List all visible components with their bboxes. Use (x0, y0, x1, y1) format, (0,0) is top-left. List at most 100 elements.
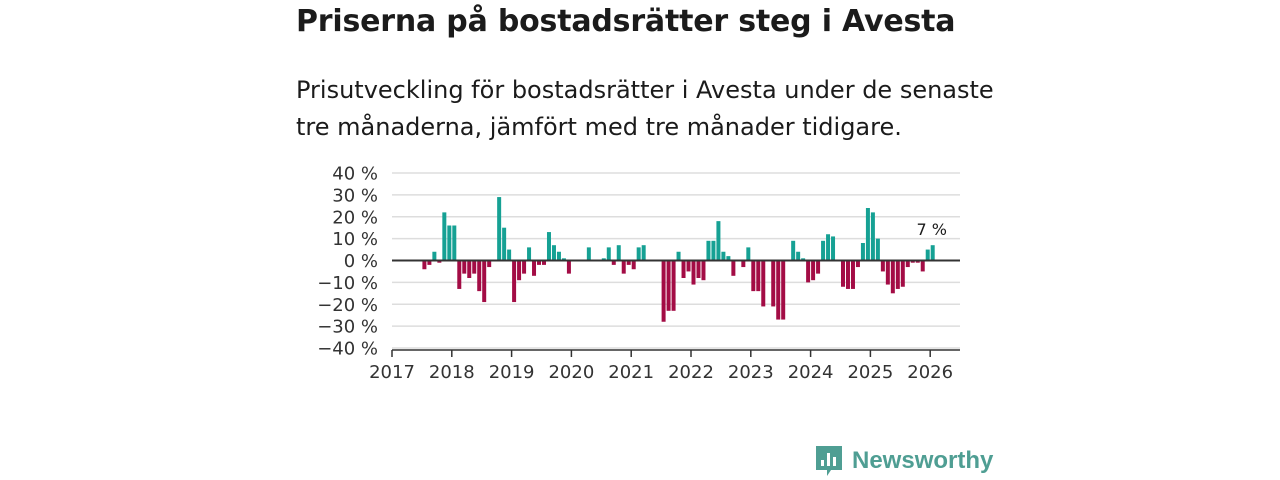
bar (860, 243, 865, 261)
bar (561, 258, 566, 261)
bar (542, 260, 546, 265)
bar (845, 260, 850, 289)
bar (905, 260, 910, 268)
bar (512, 260, 517, 303)
bar (726, 256, 731, 261)
bar (556, 251, 561, 261)
gridlines (392, 172, 960, 349)
bar (885, 260, 890, 285)
bar (482, 260, 487, 303)
bar (502, 227, 507, 261)
bar (427, 260, 432, 265)
bar (895, 260, 900, 289)
bar (915, 260, 920, 263)
bar (487, 260, 492, 268)
bar (631, 260, 636, 270)
y-tick-label: −40 % (317, 339, 378, 360)
bar (681, 260, 686, 278)
bar (870, 212, 875, 261)
bar (566, 260, 571, 274)
bar (537, 260, 542, 265)
bar (880, 260, 885, 272)
bar (616, 245, 621, 261)
y-tick-label: 30 % (332, 185, 378, 206)
bar (756, 260, 761, 292)
last-value-label: 7 % (916, 220, 946, 239)
bar (532, 260, 537, 276)
bar (452, 225, 457, 261)
bar (676, 251, 681, 261)
bar (641, 245, 646, 261)
bar (601, 258, 606, 261)
bar (930, 245, 935, 261)
brand-name: Newsworthy (852, 447, 994, 474)
bar (731, 260, 736, 276)
bar (716, 221, 721, 261)
bar (855, 260, 860, 268)
bar (776, 260, 781, 320)
y-tick-label: 20 % (332, 207, 378, 228)
bar (517, 260, 522, 281)
bar (910, 260, 915, 263)
bar (522, 260, 527, 274)
y-tick-label: −20 % (317, 295, 378, 316)
bar (701, 260, 706, 281)
bar (920, 260, 925, 272)
bar (457, 260, 462, 289)
bar (796, 251, 801, 261)
x-tick-label: 2024 (788, 362, 834, 383)
bar (696, 260, 701, 278)
x-tick-label: 2021 (608, 362, 654, 383)
brand-logo: Newsworthy (814, 444, 993, 478)
bar (826, 234, 831, 261)
bar (781, 260, 786, 320)
bar (925, 249, 930, 261)
x-tick-label: 2020 (548, 362, 594, 383)
bar (497, 197, 502, 261)
bar (761, 260, 766, 307)
bars (422, 197, 935, 322)
bar (816, 260, 821, 274)
bar (527, 247, 532, 261)
bar (721, 251, 726, 261)
bar (432, 251, 437, 261)
bar (611, 260, 616, 265)
bar (477, 260, 482, 292)
bar (442, 212, 447, 261)
bar (666, 260, 671, 311)
bar (621, 260, 626, 274)
bar (447, 225, 452, 261)
x-tick-label: 2026 (907, 362, 953, 383)
bar (791, 240, 796, 261)
bar (890, 260, 895, 294)
page-title: Priserna på bostadsrätter steg i Avesta (296, 4, 956, 39)
y-tick-label: 0 % (344, 251, 378, 272)
bar (472, 260, 477, 274)
bar (711, 240, 716, 261)
y-tick-label: 10 % (332, 229, 378, 250)
bar (831, 236, 836, 261)
bar (546, 232, 551, 261)
bar (661, 260, 666, 322)
bar (586, 247, 591, 261)
bar (467, 260, 472, 278)
x-tick-label: 2023 (728, 362, 774, 383)
bar (746, 247, 751, 261)
bar (462, 260, 467, 274)
bar (841, 260, 845, 287)
bar (671, 260, 676, 311)
x-tick-label: 2017 (369, 362, 415, 383)
bar (751, 260, 756, 292)
bar (806, 260, 811, 283)
bar (875, 238, 880, 261)
bar (771, 260, 776, 307)
bar (850, 260, 855, 289)
x-tick-label: 2022 (668, 362, 714, 383)
newsworthy-logo-icon (816, 446, 842, 476)
x-tick-label: 2025 (847, 362, 893, 383)
bar (821, 240, 826, 261)
annotations: 7 % (916, 220, 946, 239)
bar (551, 245, 556, 261)
